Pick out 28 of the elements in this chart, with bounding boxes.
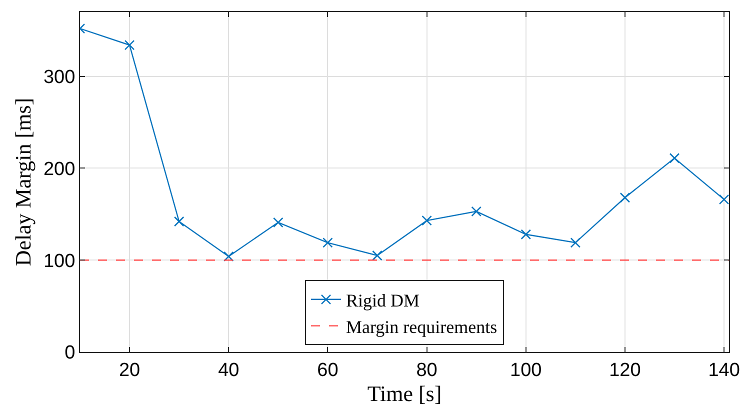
y-tick-label: 0 xyxy=(64,342,76,364)
point xyxy=(372,250,382,261)
x-axis-title: Time [s] xyxy=(367,380,442,406)
x-tick-label: 100 xyxy=(510,360,542,381)
legend-label: Margin requirements xyxy=(346,316,498,337)
point xyxy=(471,206,482,217)
y-tick-label: 300 xyxy=(43,66,76,88)
x-tick-label: 60 xyxy=(317,360,338,381)
point xyxy=(174,216,184,227)
x-tick-label: 20 xyxy=(118,360,140,381)
point xyxy=(322,238,333,248)
y-axis-title: Delay Margin [ms] xyxy=(10,98,36,266)
x-tick-label: 40 xyxy=(218,360,240,381)
point xyxy=(422,215,432,226)
point xyxy=(124,40,135,50)
point xyxy=(669,152,680,164)
x-tick-label: 140 xyxy=(708,360,740,381)
point xyxy=(718,194,729,205)
y-tick-label: 100 xyxy=(43,250,76,272)
x-tick-label: 80 xyxy=(416,360,438,381)
point xyxy=(570,238,581,248)
x-tick-label: 120 xyxy=(609,360,641,381)
y-tick-label: 200 xyxy=(43,158,76,180)
legend-label: Rigid DM xyxy=(346,290,420,310)
point xyxy=(223,251,234,262)
point xyxy=(273,217,284,228)
point xyxy=(520,229,532,240)
point xyxy=(620,192,630,203)
